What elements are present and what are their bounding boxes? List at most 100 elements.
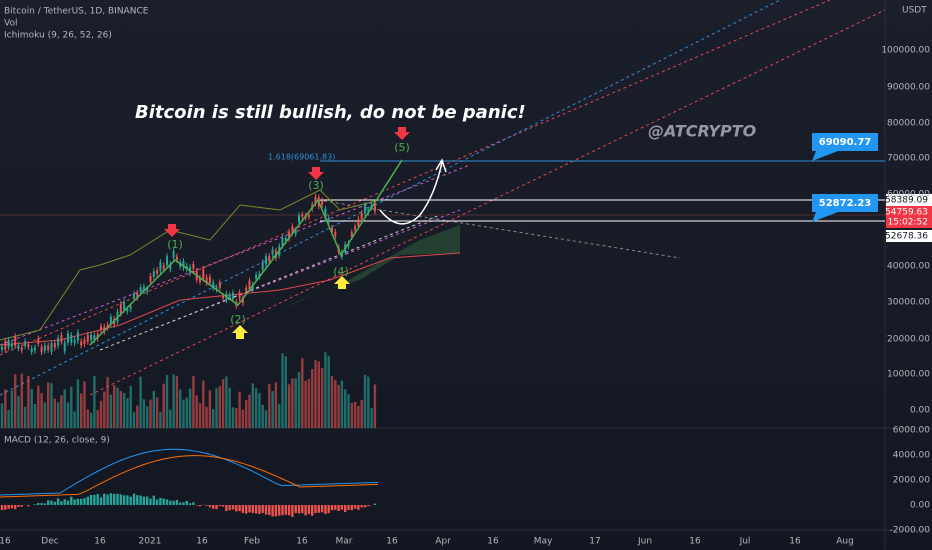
volume-bar [162, 383, 165, 428]
macd-hist [304, 505, 307, 516]
macd-hist [192, 502, 195, 505]
volume-bar [175, 376, 179, 428]
volume-bar [136, 405, 139, 428]
macd-hist [284, 505, 287, 515]
volume-bar [0, 403, 4, 428]
candle-body [142, 286, 145, 291]
volume-bar [10, 390, 14, 428]
volume-bar [40, 393, 43, 428]
macd-hist [205, 505, 208, 506]
volume-bar [215, 388, 218, 428]
time-tick-label: 16 [0, 537, 11, 547]
candle-body [119, 303, 122, 314]
macd-hist [53, 501, 56, 505]
volume-bar [334, 379, 337, 428]
volume-bar [179, 389, 182, 428]
candle-body [53, 342, 56, 348]
macd-hist [281, 505, 284, 516]
candle-body [133, 293, 135, 299]
volume-bar [188, 388, 192, 428]
macd-hist [14, 505, 17, 510]
candle-body [175, 256, 178, 260]
candle-body [63, 342, 66, 352]
macd-hist [106, 494, 109, 505]
candle-body [218, 282, 221, 288]
candle-body [129, 305, 132, 310]
macd-hist [122, 495, 126, 505]
macd-hist [182, 502, 185, 505]
volume-bar [254, 388, 258, 428]
volume-bar [165, 375, 169, 428]
marker-low: 52678.36 [885, 232, 928, 242]
volume-bar [56, 402, 60, 428]
macd-hist [278, 505, 281, 516]
macd-hist [43, 503, 47, 505]
macd-hist [327, 505, 330, 514]
candle-body [149, 275, 152, 283]
wave-label: (4) [333, 265, 349, 278]
macd-hist [179, 502, 182, 505]
lagging-span [0, 189, 381, 341]
macd-hist [264, 505, 268, 515]
volume-bar [221, 379, 225, 428]
macd-hist [212, 505, 215, 509]
callout: 69090.77 52872.23 [812, 133, 878, 222]
volume-bar [311, 369, 314, 428]
candle-body [73, 339, 76, 344]
candle-body [364, 204, 366, 214]
candle-body [265, 256, 267, 265]
volume-bar [314, 359, 317, 428]
volume-bar [291, 378, 294, 428]
macd-hist [162, 498, 165, 505]
volume-bar [50, 383, 53, 428]
volume-bar [14, 374, 17, 428]
volume-bar [225, 376, 228, 428]
volume-bar [23, 406, 27, 428]
volume-bar [7, 409, 10, 428]
macd-hist [66, 500, 70, 505]
macd-hist [221, 505, 225, 507]
candle-body [228, 294, 231, 298]
macd-hist [195, 505, 198, 506]
volume-bar [93, 375, 96, 428]
volume-bar [86, 409, 89, 428]
macd-hist [70, 496, 73, 505]
volume-bar [155, 397, 159, 428]
price-tick-label: 60000.00 [887, 190, 930, 200]
volume-bar [53, 398, 56, 428]
macd-hist [274, 505, 278, 517]
macd-hist [109, 493, 113, 505]
macd-hist [17, 505, 20, 507]
macd-hist [344, 505, 347, 513]
macd-hist [50, 500, 53, 505]
macd-hist [324, 505, 327, 514]
candle-body [255, 274, 258, 279]
macd-hist [149, 498, 152, 505]
volume-bar [198, 403, 202, 428]
candle-body [20, 347, 23, 351]
macd-hist [225, 505, 228, 512]
candle-body [172, 251, 175, 258]
macd-hist [188, 503, 192, 505]
candle-body [136, 292, 139, 298]
time-tick-label: 16 [689, 537, 701, 547]
candle-body [93, 335, 96, 341]
macd-hist [119, 494, 122, 505]
candle-body [76, 332, 79, 341]
macd-hist [83, 498, 86, 505]
marker-high: 58389.09 [885, 196, 928, 206]
candle-body [208, 276, 211, 284]
macd-hist [73, 499, 76, 505]
candle-body [281, 237, 284, 246]
volume-bar [317, 361, 320, 428]
macd-hist [159, 497, 162, 505]
volume-bar [350, 402, 353, 428]
candle-body [373, 203, 376, 212]
candle-body [288, 231, 291, 239]
macd-hist [172, 500, 175, 505]
macd-hist [129, 496, 132, 505]
macd-hist [287, 505, 291, 516]
candle-body [354, 226, 357, 230]
fib-label: 1.618(69061.83) [268, 153, 335, 162]
macd-hist [373, 503, 377, 505]
